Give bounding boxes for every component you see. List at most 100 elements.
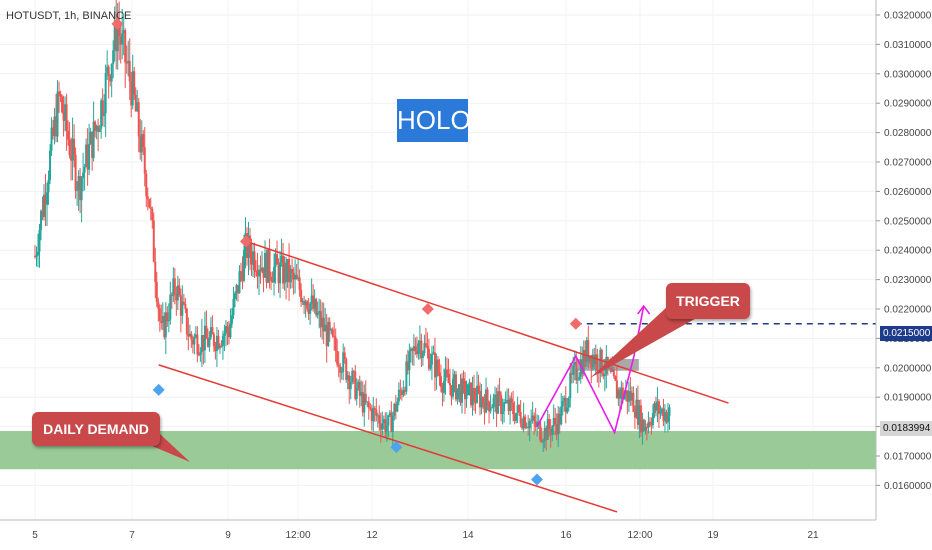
candle-body — [393, 404, 396, 416]
candle-body — [236, 284, 239, 294]
price-tick-label: 0.0240000 — [884, 246, 932, 257]
candle-body — [58, 91, 61, 95]
candle-body — [130, 81, 133, 106]
candle-body — [79, 176, 82, 201]
candle-body — [620, 387, 623, 399]
candle-body — [103, 113, 106, 116]
candle-body — [584, 349, 587, 362]
candle-body — [44, 194, 47, 205]
candle-body — [76, 189, 79, 191]
candle-body — [354, 371, 357, 399]
candle-body — [473, 388, 476, 400]
candle-body — [43, 194, 46, 217]
candle-body — [249, 235, 252, 255]
candle-body — [40, 210, 43, 230]
candle-body — [503, 402, 506, 412]
candle-body — [188, 333, 191, 337]
price-tick-label: 0.0250000 — [884, 216, 932, 227]
candle-body — [330, 329, 333, 331]
candle-body — [545, 428, 548, 440]
candle-body — [279, 262, 282, 284]
time-tick-label: 5 — [32, 530, 38, 541]
candle-body — [187, 334, 190, 337]
candle-body — [262, 267, 265, 278]
candle-body — [648, 421, 651, 425]
candle-body — [585, 340, 588, 362]
candle-body — [56, 91, 59, 137]
candle-body — [408, 351, 411, 371]
candle-body — [242, 249, 245, 281]
candle-body — [211, 327, 214, 335]
candle-body — [668, 407, 671, 416]
candle-body — [181, 301, 184, 316]
candle-body — [482, 397, 485, 403]
candle-body — [55, 116, 58, 137]
candle-body — [179, 295, 182, 316]
time-tick-label: 12:00 — [285, 530, 310, 541]
candle-body — [557, 413, 560, 435]
candle-body — [433, 352, 436, 378]
candle-body — [140, 134, 143, 153]
price-tick-label: 0.0230000 — [884, 275, 932, 286]
price-axis: 0.01600000.01700000.01800000.01900000.02… — [875, 0, 932, 520]
price-tick-label: 0.0200000 — [884, 363, 932, 374]
candle-body — [561, 401, 564, 407]
candle-body — [157, 301, 160, 309]
swing-high-marker — [421, 303, 434, 315]
candle-body — [483, 402, 486, 413]
candle-body — [442, 381, 445, 393]
candle-body — [357, 381, 360, 389]
candle-body — [163, 316, 166, 338]
candle-body — [301, 300, 304, 303]
candle-body — [507, 399, 510, 411]
candle-body — [97, 126, 100, 132]
candle-body — [403, 389, 406, 392]
candle-body — [506, 399, 509, 402]
candle-body — [639, 405, 642, 433]
candle-body — [241, 271, 244, 281]
candle-body — [608, 367, 611, 369]
candle-body — [367, 401, 370, 408]
candle-body — [182, 301, 185, 304]
candle-body — [202, 335, 205, 351]
candle-body — [152, 220, 155, 262]
candle-body — [515, 412, 518, 421]
candle-body — [184, 303, 187, 309]
candle-body — [518, 405, 521, 413]
candle-body — [464, 381, 467, 400]
candle-body — [651, 413, 654, 426]
candle-body — [564, 397, 567, 413]
candle-body — [609, 367, 612, 372]
candle-body — [590, 355, 593, 368]
candle-body — [491, 407, 494, 409]
candle-body — [596, 354, 599, 372]
candle-body — [488, 401, 491, 412]
candle-body — [119, 36, 122, 45]
candle-body — [197, 354, 200, 356]
candle-body — [630, 392, 633, 401]
candle-body — [349, 382, 352, 390]
candle-body — [38, 229, 41, 252]
price-tick-label: 0.0260000 — [884, 187, 932, 198]
candle-body — [318, 311, 321, 314]
candles — [34, 0, 671, 453]
candle-body — [110, 63, 113, 82]
candle-body — [372, 407, 375, 422]
candle-body — [155, 281, 158, 302]
time-axis: 5 7 9 12:00 12 14 16 12:00 19 21 — [0, 519, 876, 541]
time-tick-label: 19 — [707, 530, 719, 541]
candle-body — [65, 104, 68, 131]
candle-body — [582, 349, 585, 375]
candle-body — [53, 116, 56, 136]
candle-body — [409, 348, 412, 352]
candle-body — [376, 415, 379, 417]
candle-body — [315, 298, 318, 316]
candle-body — [217, 335, 220, 349]
candle-body — [436, 359, 439, 373]
candle-body — [543, 428, 546, 442]
candle-body — [665, 412, 668, 423]
candle-body — [424, 343, 427, 346]
candle-body — [337, 364, 340, 367]
candle-body — [468, 382, 471, 385]
candle-body — [348, 375, 351, 390]
